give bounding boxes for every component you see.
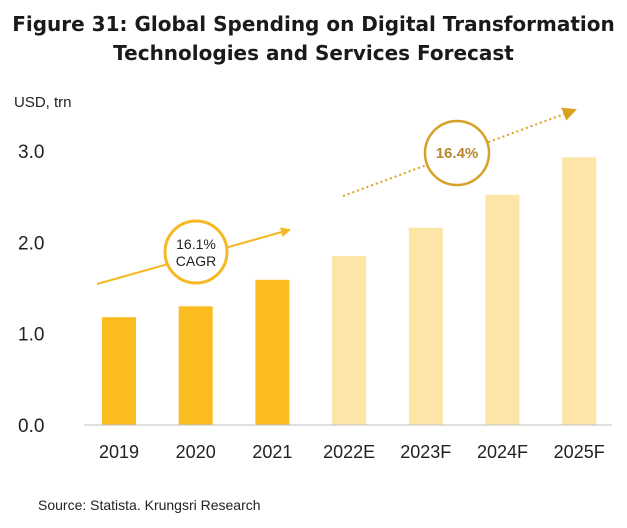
bar-2020: [178, 306, 213, 425]
chart-title-line-1: Figure 31: Global Spending on Digital Tr…: [12, 12, 615, 36]
y-axis-ticks: 0.0 1.0 2.0 3.0: [18, 142, 44, 437]
x-tick-label-2022e: 2022E: [323, 442, 375, 462]
bar-2021: [255, 279, 290, 425]
bar-2023f: [408, 227, 443, 425]
cagr-actual-value: 16.1%: [176, 236, 216, 252]
x-tick-label-2020: 2020: [176, 442, 216, 462]
y-axis-unit-label: USD, trn: [14, 94, 72, 111]
x-tick-label-2025f: 2025F: [554, 442, 605, 462]
cagr-actual-circle: [163, 219, 229, 285]
chart-title-line-2: Technologies and Services Forecast: [113, 41, 514, 65]
cagr-forecast-circle: [423, 119, 491, 187]
bar-series: [102, 157, 597, 425]
y-tick-label: 1.0: [18, 325, 44, 346]
trend-arrow-forecast: [342, 107, 577, 197]
chart-title: Figure 31: Global Spending on Digital Tr…: [0, 10, 627, 68]
x-tick-label-2023f: 2023F: [400, 442, 451, 462]
y-tick-label: 0.0: [18, 416, 44, 437]
bar-2025f: [562, 157, 597, 425]
bar-2022e: [332, 256, 367, 425]
cagr-actual-label: CAGR: [176, 253, 216, 269]
source-note: Source: Statista. Krungsri Research: [38, 497, 261, 513]
x-axis-categories: 2019 2020 2021 2022E 2023F 2024F 2025F: [99, 442, 605, 462]
x-tick-label-2024f: 2024F: [477, 442, 528, 462]
y-tick-label: 3.0: [18, 142, 44, 163]
x-tick-label-2019: 2019: [99, 442, 139, 462]
bar-2024f: [485, 194, 520, 425]
bar-2019: [102, 317, 136, 425]
y-tick-label: 2.0: [18, 233, 44, 254]
x-tick-label-2021: 2021: [252, 442, 292, 462]
cagr-forecast-value: 16.4%: [436, 145, 479, 162]
